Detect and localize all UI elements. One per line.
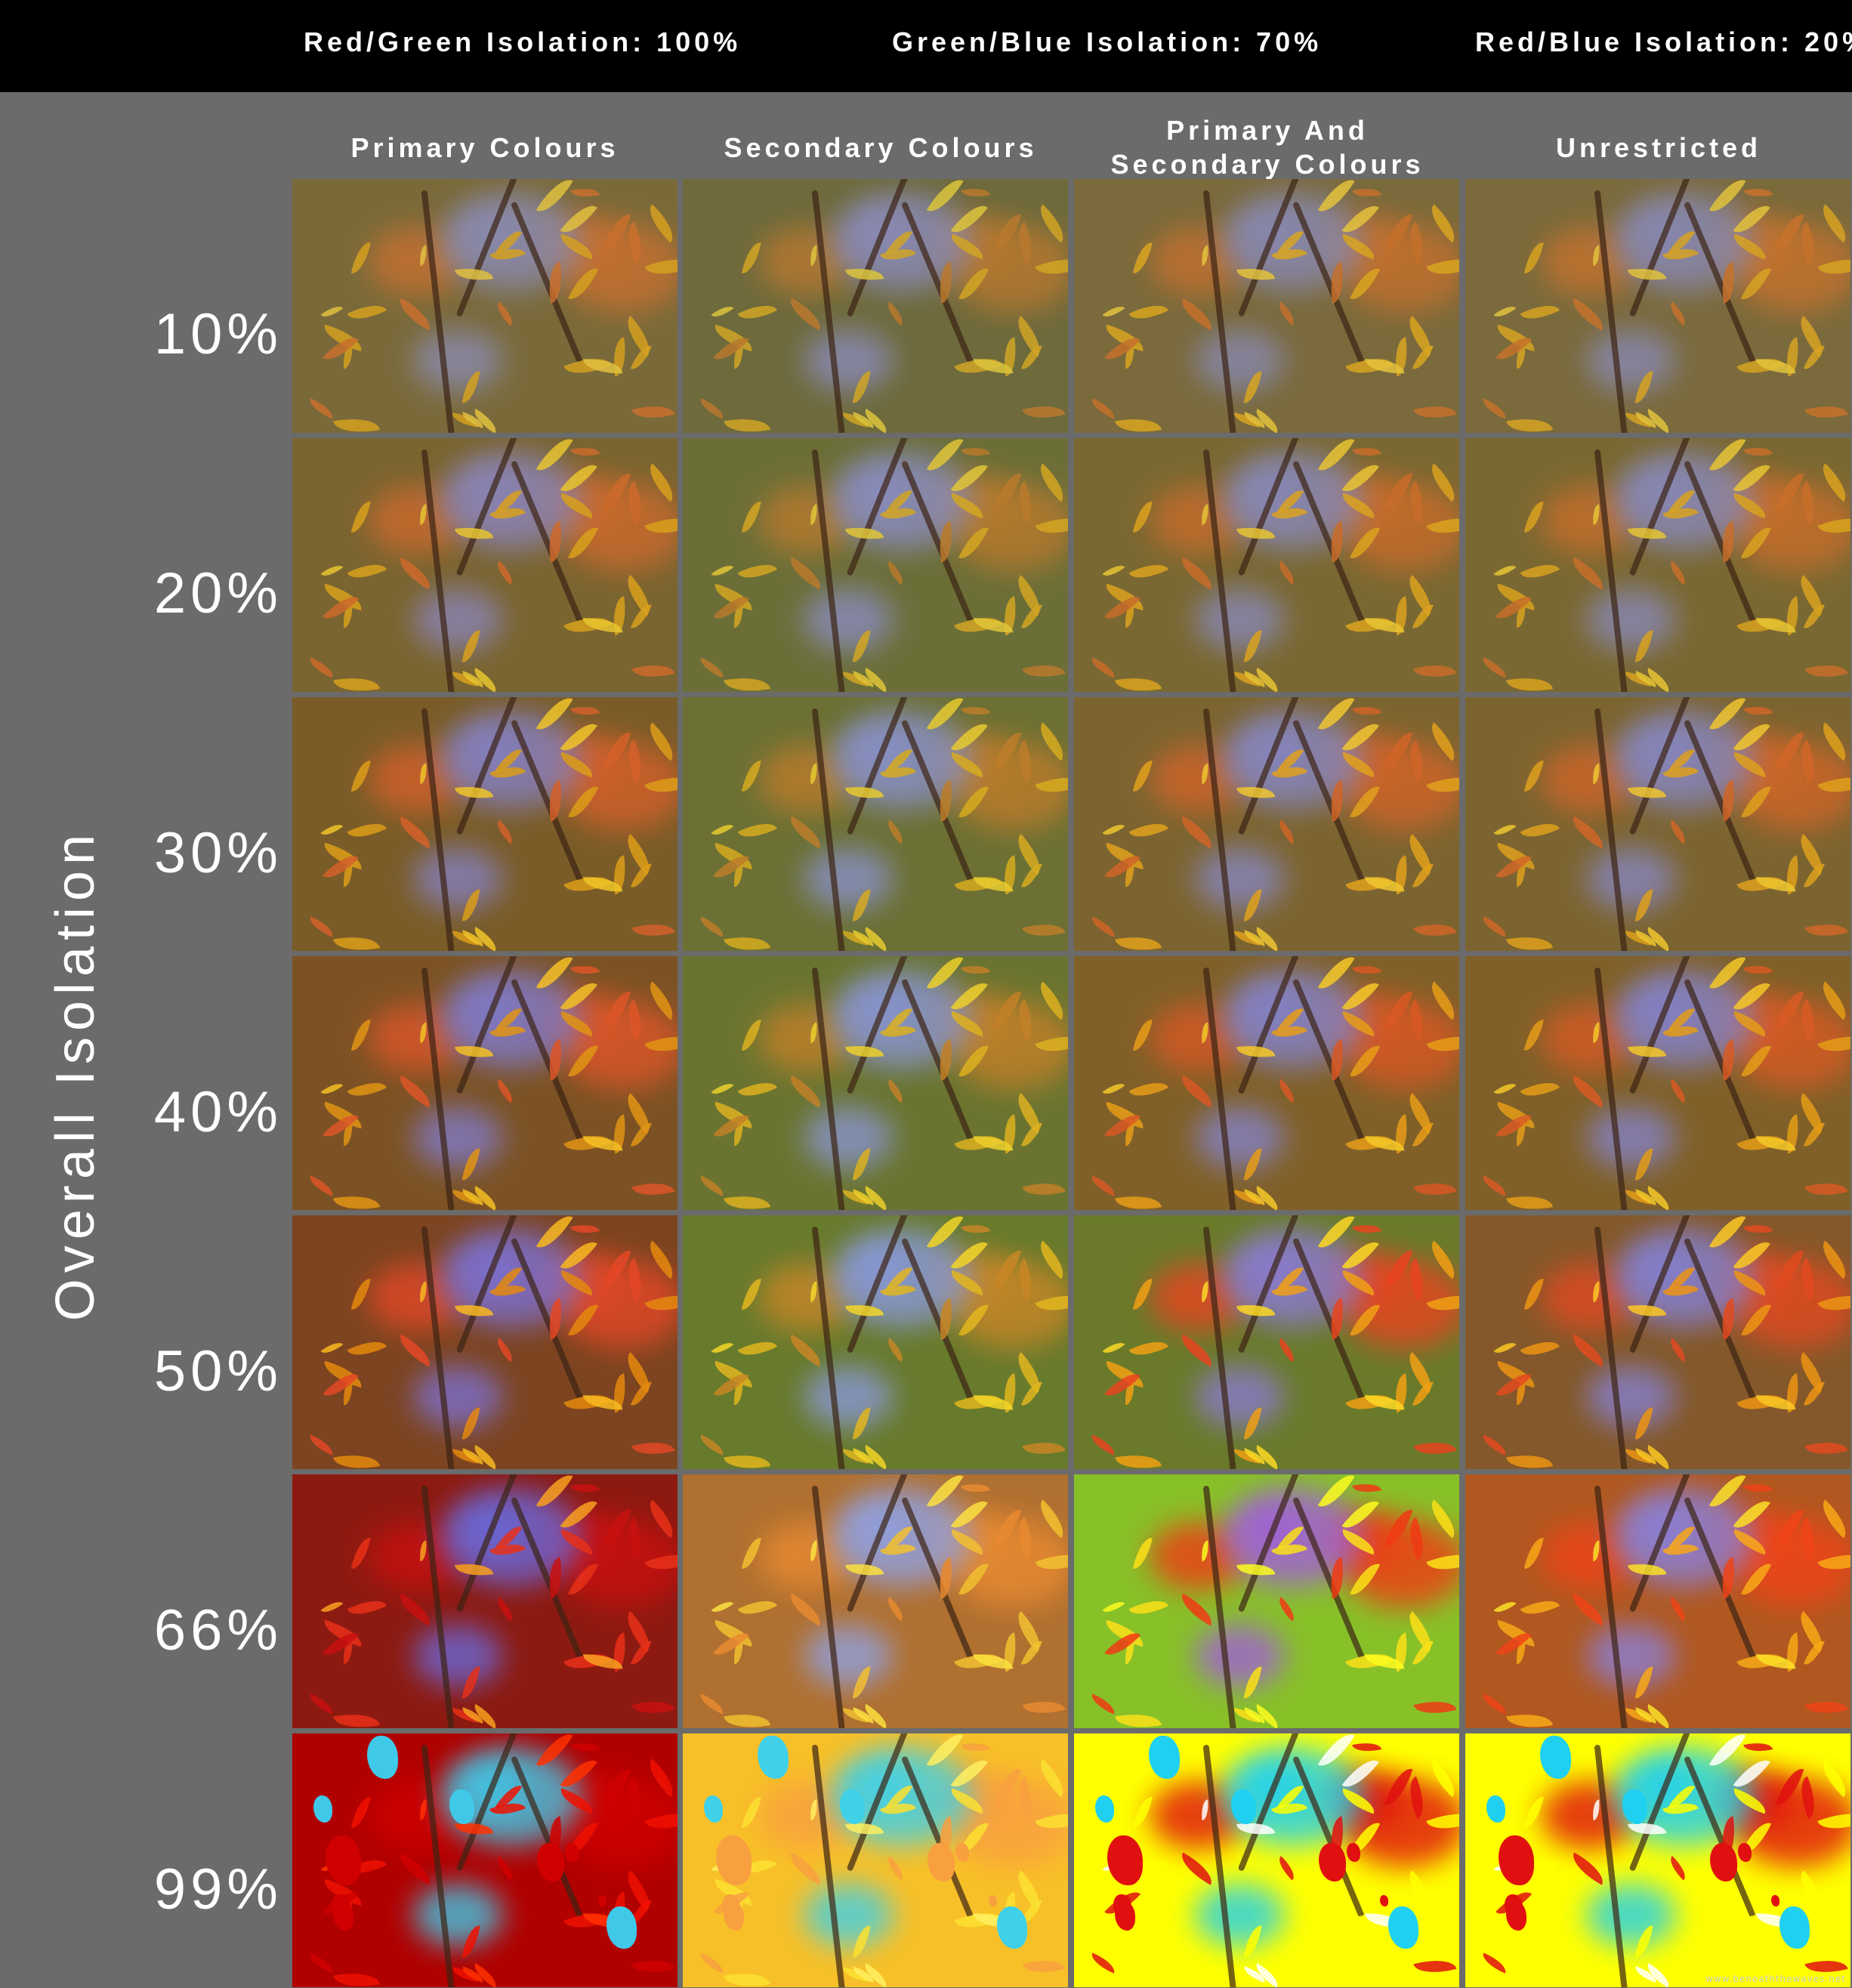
row-label-40: 40% (153, 1080, 282, 1144)
foliage-photo-tile (683, 1215, 1068, 1469)
foliage-photo-tile (292, 179, 678, 433)
foliage-photo-tile (1074, 1474, 1459, 1728)
foliage-photo-tile (292, 1733, 678, 1987)
column-header-line: Primary Colours (350, 132, 619, 163)
foliage-photo-tile (1465, 1474, 1850, 1728)
row-label-30: 30% (153, 821, 282, 885)
foliage-photo-tile (1074, 179, 1459, 433)
foliage-photo-tile (292, 697, 678, 951)
column-header-line: Secondary Colours (724, 132, 1038, 163)
foliage-photo-tile (292, 1474, 678, 1728)
column-header-primary-and-secondary: Primary And Secondary Colours (1075, 113, 1460, 181)
foliage-photo-tile (292, 1215, 678, 1469)
row-label-50: 50% (153, 1339, 282, 1403)
foliage-photo-tile (683, 1733, 1068, 1987)
foliage-photo-tile (1465, 697, 1850, 951)
red-blue-isolation-label: Red/Blue Isolation: 20% (1475, 26, 1852, 57)
column-header-primary: Primary Colours (292, 131, 678, 165)
row-label-20: 20% (153, 561, 282, 625)
foliage-photo-tile (683, 1474, 1068, 1728)
foliage-photo-tile (1465, 956, 1850, 1210)
foliage-photo-tile (683, 956, 1068, 1210)
foliage-photo-tile (1074, 438, 1459, 692)
foliage-photo-tile (683, 179, 1068, 433)
foliage-photo-tile (683, 697, 1068, 951)
foliage-photo-tile (683, 438, 1068, 692)
row-label-99: 99% (153, 1857, 282, 1922)
foliage-photo-tile (1465, 438, 1850, 692)
column-header-line: Secondary Colours (1110, 149, 1424, 180)
row-label-66: 66% (153, 1598, 282, 1662)
foliage-photo-tile (1465, 179, 1850, 433)
column-header-line: Primary And (1166, 115, 1369, 146)
foliage-photo-tile (1074, 697, 1459, 951)
foliage-photo-tile (1465, 1215, 1850, 1469)
foliage-photo-tile (1074, 956, 1459, 1210)
axis-title: Overall Isolation (45, 828, 106, 1322)
watermark: www.beneaththewaves.net (1705, 1974, 1846, 1984)
foliage-photo-tile (1074, 1733, 1459, 1987)
row-label-10: 10% (153, 302, 282, 366)
header-bar: Red/Green Isolation: 100% Green/Blue Iso… (0, 0, 1852, 92)
foliage-photo-tile (292, 438, 678, 692)
red-green-isolation-label: Red/Green Isolation: 100% (304, 26, 742, 57)
green-blue-isolation-label: Green/Blue Isolation: 70% (892, 26, 1323, 57)
foliage-photo-tile (292, 956, 678, 1210)
column-header-unrestricted: Unrestricted (1466, 131, 1851, 165)
foliage-photo-tile (1074, 1215, 1459, 1469)
column-header-secondary: Secondary Colours (688, 131, 1073, 165)
foliage-photo-tile (1465, 1733, 1850, 1987)
column-header-line: Unrestricted (1555, 132, 1762, 163)
